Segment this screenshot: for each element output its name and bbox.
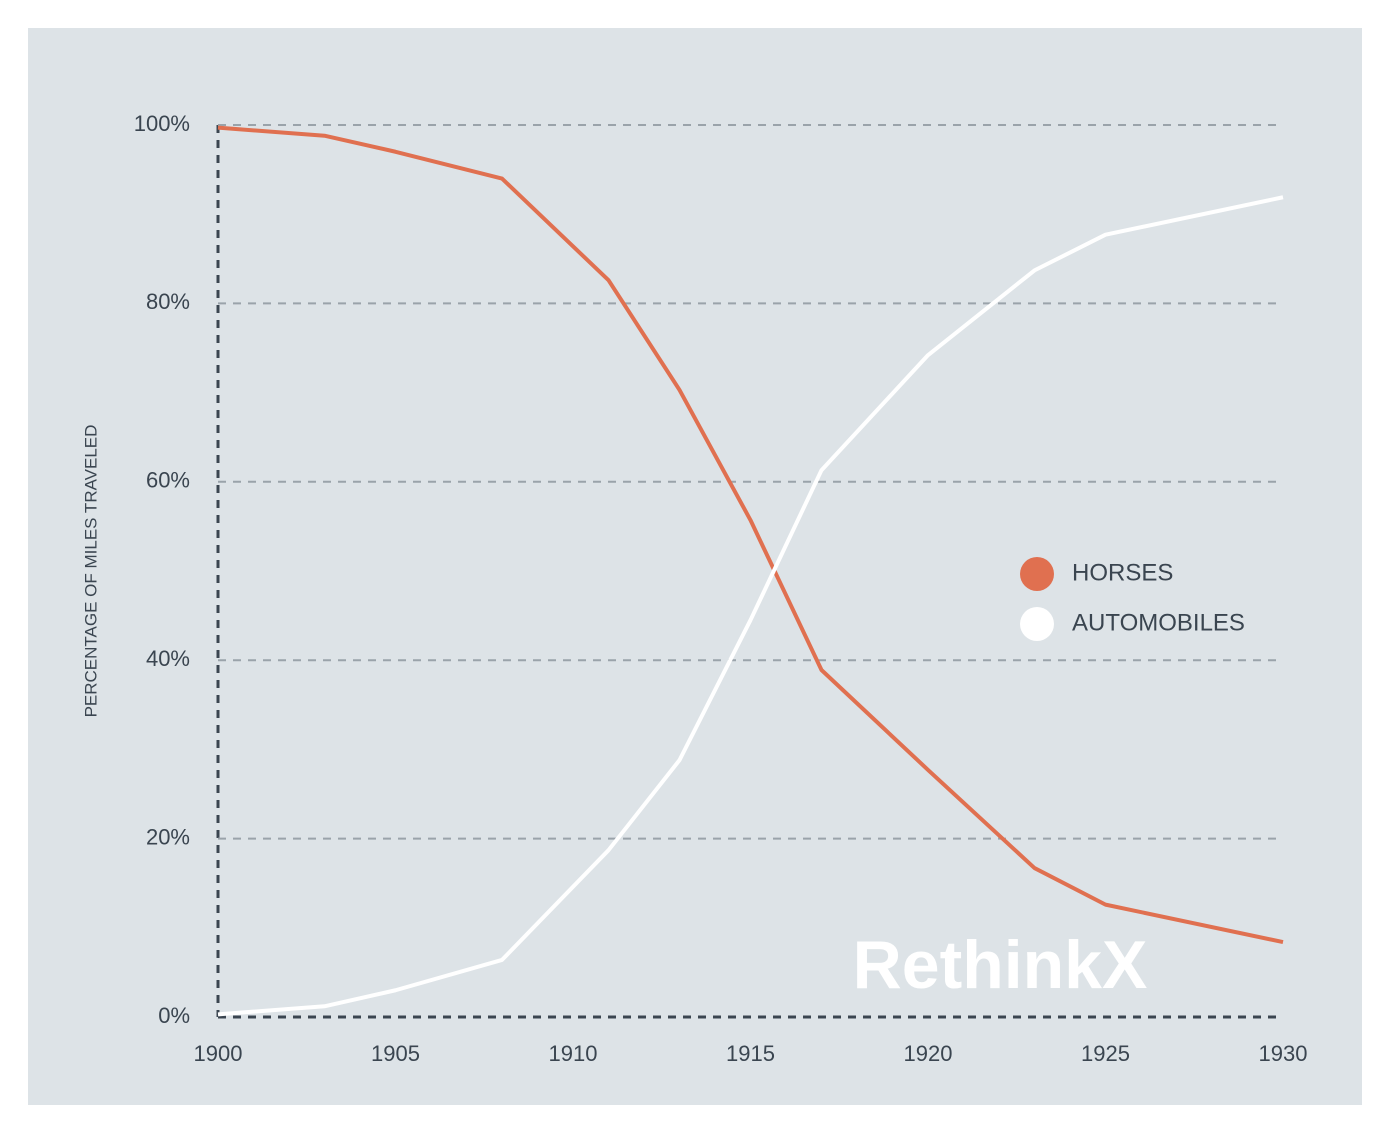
x-tick-label: 1915 — [726, 1041, 775, 1066]
y-tick-label: 20% — [146, 824, 190, 849]
chart-panel — [28, 28, 1362, 1105]
x-tick-label: 1905 — [371, 1041, 420, 1066]
y-axis-label: PERCENTAGE OF MILES TRAVELED — [81, 425, 100, 718]
y-tick-label: 40% — [146, 646, 190, 671]
legend-label: AUTOMOBILES — [1072, 609, 1245, 636]
x-tick-label: 1920 — [904, 1041, 953, 1066]
x-tick-label: 1925 — [1081, 1041, 1130, 1066]
x-tick-label: 1910 — [549, 1041, 598, 1066]
y-tick-label: 100% — [134, 111, 190, 136]
y-tick-label: 80% — [146, 289, 190, 314]
series-line — [217, 195, 1284, 1017]
x-tick-label: 1930 — [1259, 1041, 1308, 1066]
watermark: RethinkX — [853, 927, 1148, 1003]
y-tick-label: 60% — [146, 468, 190, 493]
series-line — [217, 125, 1284, 945]
y-tick-label: 0% — [158, 1003, 190, 1028]
legend-marker — [1020, 607, 1054, 641]
legend-label: HORSES — [1072, 559, 1173, 586]
legend-marker — [1020, 557, 1054, 591]
x-tick-label: 1900 — [194, 1041, 243, 1066]
